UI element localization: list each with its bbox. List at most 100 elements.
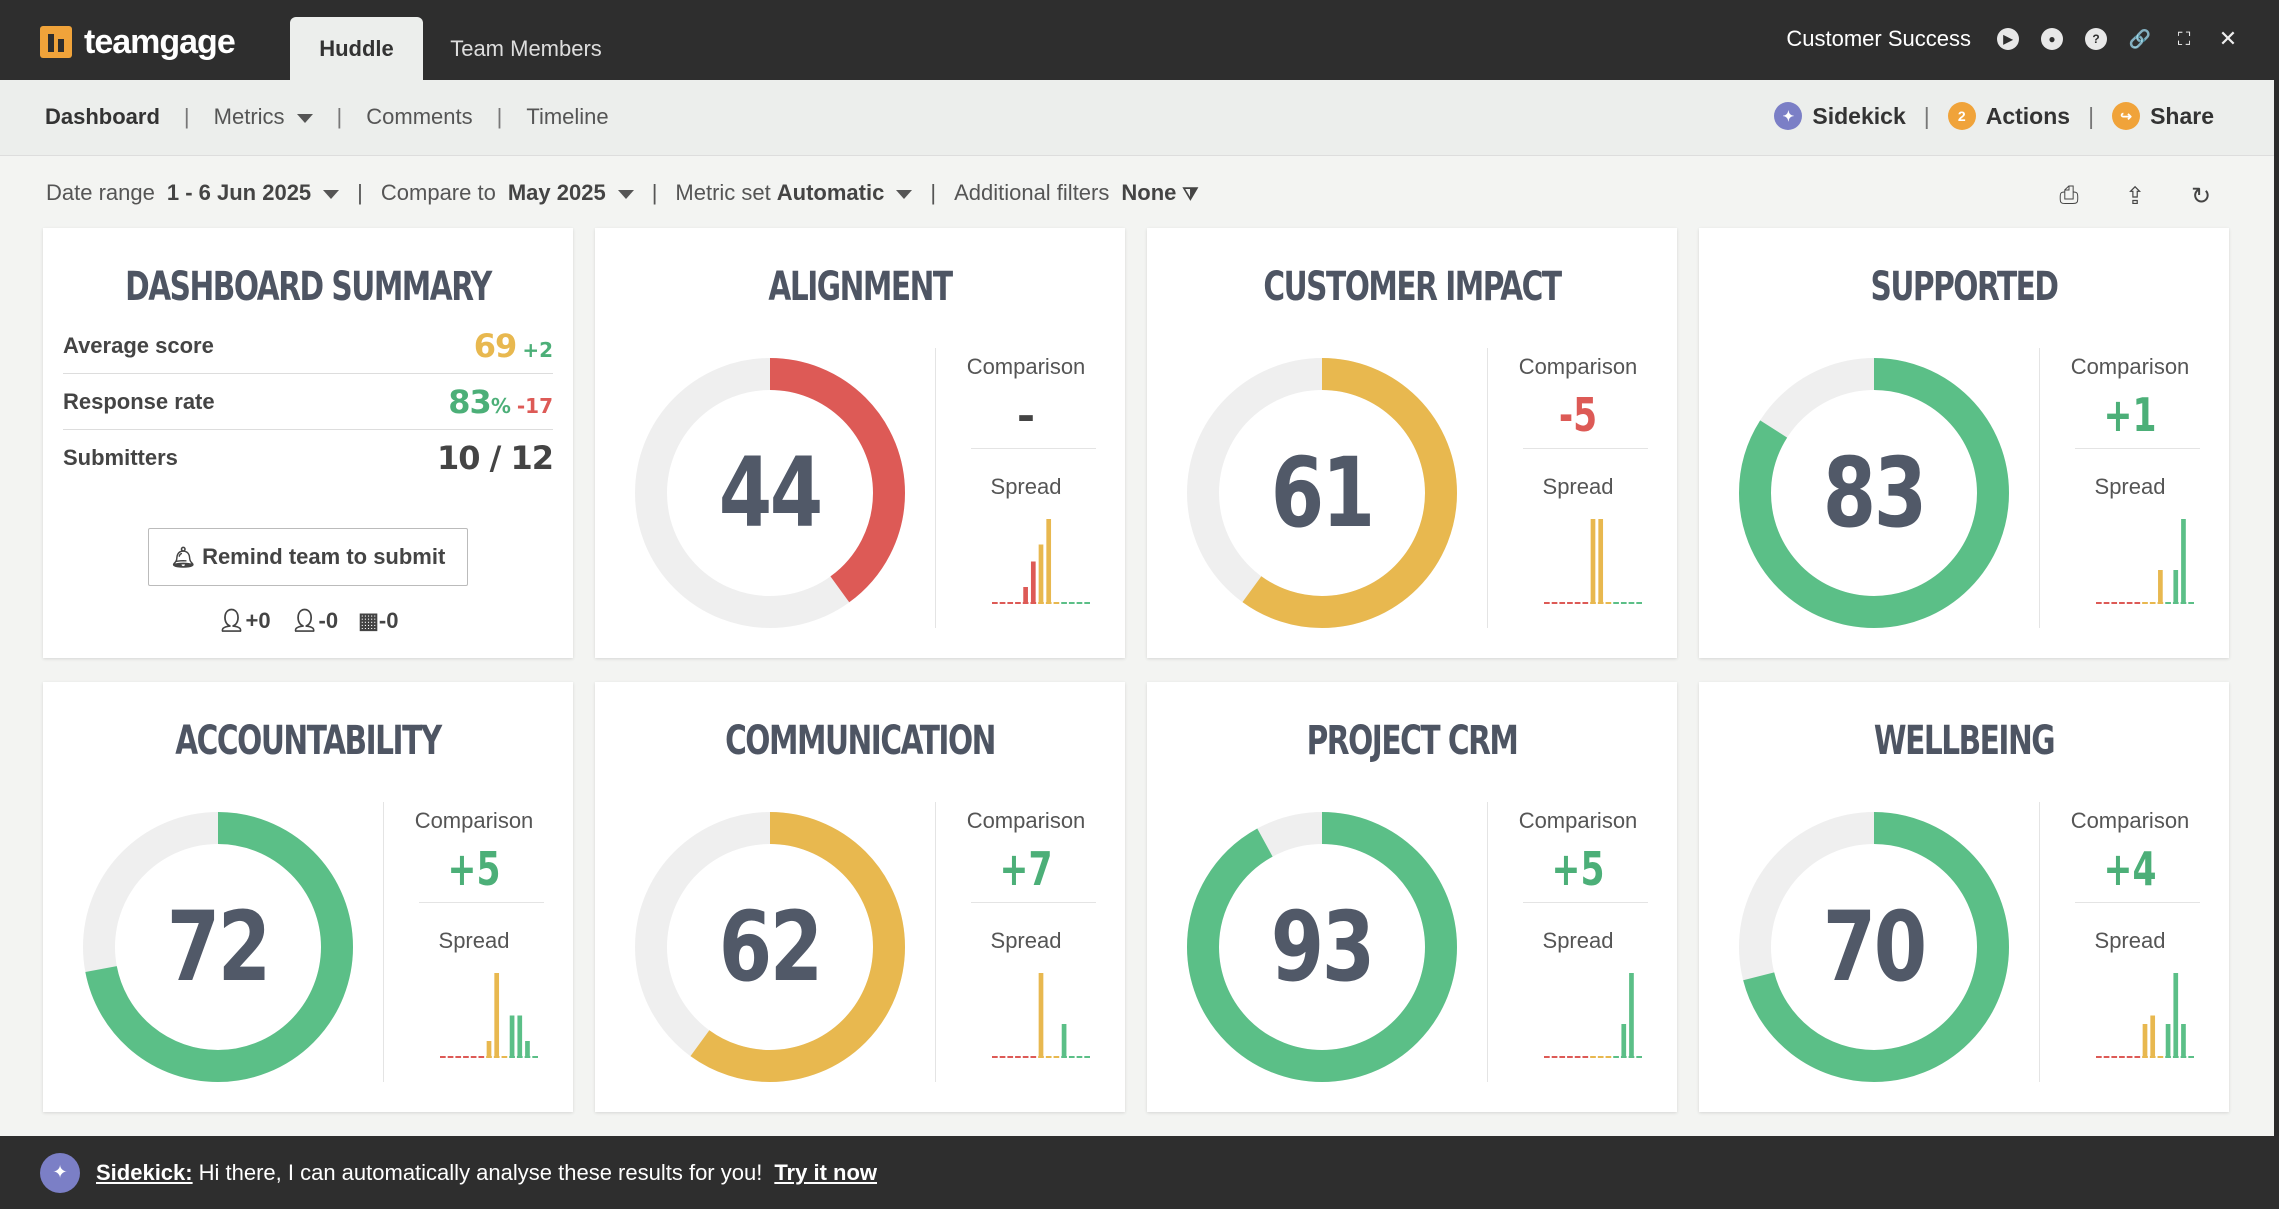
compare-select[interactable]: May 2025	[508, 180, 634, 206]
spread-baseline	[440, 1056, 446, 1058]
sidekick-prefix[interactable]: Sidekick:	[96, 1159, 193, 1185]
date-range-value: 1 - 6 Jun 2025	[166, 180, 312, 205]
refresh-icon[interactable]: ↻	[2190, 183, 2212, 210]
spread-baseline	[1084, 1056, 1090, 1058]
chevron-down-icon	[617, 189, 634, 199]
spread-baseline	[478, 1056, 485, 1058]
workspace-name[interactable]: Customer Success	[1786, 26, 1971, 51]
export-icon[interactable]: ⇪	[2124, 183, 2146, 210]
comparison-panel: Comparison +4 Spread	[2039, 802, 2200, 1082]
summary-row-value: 10 / 12	[436, 439, 554, 477]
teamgage-logo-icon	[40, 26, 72, 58]
nav-timeline[interactable]: Timeline	[526, 104, 609, 129]
metric-card-customer-impact[interactable]: CUSTOMER IMPACT 61 Comparison -5 Spread	[1147, 228, 1677, 658]
help-icon[interactable]: ?	[2085, 28, 2107, 50]
summary-row-value: 69	[473, 326, 518, 365]
filter-separator: |	[651, 180, 658, 205]
play-icon[interactable]: ▶	[1997, 28, 2019, 50]
link-icon[interactable]: 🔗	[2128, 28, 2152, 49]
spread-baseline	[1053, 602, 1060, 604]
spread-bar	[2142, 1024, 2148, 1058]
metric-card-accountability[interactable]: ACCOUNTABILITY 72 Comparison +5 Spread	[43, 682, 573, 1112]
app-logo[interactable]: teamgage	[40, 23, 236, 61]
tab-huddle[interactable]: Huddle	[290, 17, 423, 80]
spread-baseline	[1605, 1056, 1612, 1058]
fullscreen-icon[interactable]: ⛶	[2177, 28, 2191, 49]
spread-baseline	[2111, 602, 2118, 604]
tab-team-members[interactable]: Team Members	[450, 35, 602, 61]
spread-label: Spread	[1542, 474, 1614, 499]
metric-card-communication[interactable]: COMMUNICATION 62 Comparison +7 Spread	[595, 682, 1125, 1112]
spread-bar	[2165, 1024, 2171, 1058]
chat-icon[interactable]: ●	[2041, 28, 2063, 50]
spread-baseline	[1544, 602, 1550, 604]
metric-card-project-crm[interactable]: PROJECT CRM 93 Comparison +5 Spread	[1147, 682, 1677, 1112]
date-range-select[interactable]: 1 - 6 Jun 2025	[166, 180, 340, 206]
close-icon[interactable]: ✕	[2218, 26, 2238, 51]
nav-dashboard[interactable]: Dashboard	[45, 104, 160, 129]
spread-baseline	[1636, 602, 1642, 604]
dashboard-summary-card: DASHBOARD SUMMARY Average score 69 +2 Res…	[43, 228, 573, 658]
spread-baseline	[1582, 1056, 1589, 1058]
score-value-wrap: 44	[635, 358, 905, 628]
comparison-value: +5	[1551, 842, 1605, 896]
comparison-value: +5	[447, 842, 501, 896]
share-button[interactable]: ↪ Share	[2112, 102, 2214, 130]
sidekick-banner: ✦ Sidekick: Hi there, I can automaticall…	[0, 1136, 2279, 1209]
comparison-label: Comparison	[2070, 354, 2190, 379]
filter-bar: Date range 1 - 6 Jun 2025 | Compare to M…	[46, 180, 1198, 206]
spread-baseline	[1007, 602, 1014, 604]
metric-set-select[interactable]: Automatic	[777, 180, 913, 206]
sidekick-button[interactable]: ✦ Sidekick	[1774, 102, 1906, 130]
spread-baseline	[2157, 1056, 2164, 1058]
divider	[419, 902, 544, 903]
count-item: ▦-0	[358, 608, 398, 634]
spread-baseline	[992, 1056, 998, 1058]
score-value: 83	[1822, 437, 1927, 549]
spread-baseline	[999, 1056, 1006, 1058]
spread-baseline	[1597, 1056, 1604, 1058]
count-text: +0	[245, 608, 271, 633]
divider	[1523, 902, 1648, 903]
metric-card-supported[interactable]: SUPPORTED 83 Comparison +1 Spread	[1699, 228, 2229, 658]
spread-bar	[1598, 519, 1604, 604]
nav-comments[interactable]: Comments	[366, 104, 473, 129]
divider	[2075, 902, 2200, 903]
spread-baseline	[2119, 1056, 2125, 1058]
filter-separator: |	[357, 180, 363, 205]
spread-baseline	[1605, 602, 1612, 604]
summary-row-label: Average score	[63, 332, 214, 358]
metric-title: CUSTOMER IMPACT	[1263, 264, 1562, 310]
spread-baseline	[1574, 1056, 1581, 1058]
metric-card-alignment[interactable]: ALIGNMENT 44 Comparison – Spread	[595, 228, 1125, 658]
try-it-now-link[interactable]: Try it now	[774, 1159, 878, 1185]
spread-baseline	[992, 602, 998, 604]
summary-row-response-rate: Response rate 83% -17	[63, 374, 553, 430]
sparkle-icon: ✦	[40, 1152, 80, 1193]
print-icon[interactable]: ⎙	[2059, 182, 2079, 209]
spread-baseline	[1628, 602, 1635, 604]
spread-label: Spread	[990, 928, 1062, 953]
spread-baseline	[1590, 1056, 1596, 1058]
spread-baseline	[1574, 602, 1581, 604]
remind-team-button[interactable]: 🔔︎ Remind team to submit	[148, 528, 468, 586]
metric-title: COMMUNICATION	[725, 718, 996, 764]
spread-baseline	[2149, 602, 2156, 604]
score-value: 61	[1270, 437, 1375, 549]
filter-separator: |	[930, 180, 937, 205]
nav-metrics[interactable]: Metrics	[214, 104, 313, 130]
actions-button[interactable]: 2 Actions	[1947, 102, 2070, 130]
metric-title: SUPPORTED	[1870, 264, 2059, 310]
metric-card-wellbeing[interactable]: WELLBEING 70 Comparison +4 Spread	[1699, 682, 2229, 1112]
additional-filters-select[interactable]: None ⧩	[1121, 180, 1198, 206]
spread-label: Spread	[2094, 928, 2166, 953]
spread-baseline	[1551, 602, 1558, 604]
divider	[2075, 448, 2200, 449]
spread-bar	[1590, 519, 1596, 604]
share-label: Share	[2150, 102, 2214, 129]
comparison-label: Comparison	[2070, 808, 2190, 833]
spread-baseline	[2134, 602, 2141, 604]
additional-filters-label: Additional filters	[954, 180, 1110, 205]
comparison-panel: Comparison – Spread	[935, 348, 1096, 628]
spread-baseline	[2134, 1056, 2141, 1058]
